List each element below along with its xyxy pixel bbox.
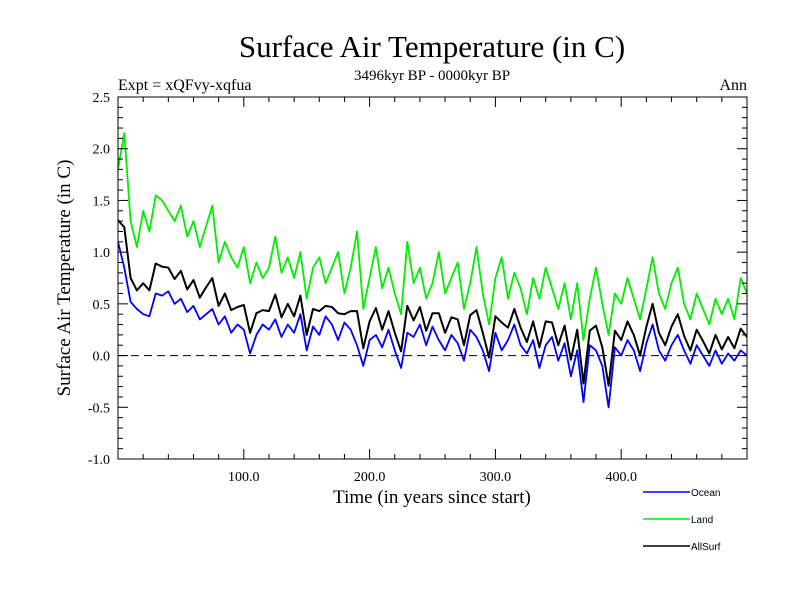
x-tick-label: 100.0 [228,470,260,485]
y-tick-label: 1.5 [93,194,111,209]
y-tick-label: -0.5 [88,401,110,416]
y-tick-label: 0.0 [93,350,111,365]
plot-frame [117,96,748,460]
x-tick-labels: 100.0 200.0 300.0 400.0 [228,470,637,485]
y-tick-label: 2.5 [93,91,111,106]
x-tick-label: 400.0 [605,470,637,485]
series-line-ocean [118,241,747,409]
chart-subtitle: 3496kyr BP - 0000kyr BP [354,68,510,84]
x-tick-label: 200.0 [354,470,386,485]
y-tick-label: 2.0 [93,143,111,158]
legend: Ocean Land AllSurf [643,488,721,553]
y-tick-labels: -1.0 -0.5 0.0 0.5 1.0 1.5 2.0 2.5 [88,91,110,468]
y-tick-label: 0.5 [93,298,111,313]
x-tick-label: 300.0 [480,470,512,485]
legend-allsurf-label: AllSurf [691,542,721,553]
experiment-label: Expt = xQFvy-xqfua [118,77,251,94]
x-axis-label: Time (in years since start) [333,487,531,508]
axis-ticks [118,97,747,459]
legend-land-label: Land [691,515,713,526]
y-axis-label: Surface Air Temperature (in C) [54,160,75,397]
y-tick-label: 1.0 [93,246,111,261]
series-layer [118,132,747,409]
chart-title: Surface Air Temperature (in C) [239,29,625,64]
series-line-land [118,132,747,342]
season-label: Ann [719,77,747,94]
legend-ocean-label: Ocean [691,488,720,499]
y-tick-label: -1.0 [88,453,110,468]
series-line-allsurf [118,219,747,387]
